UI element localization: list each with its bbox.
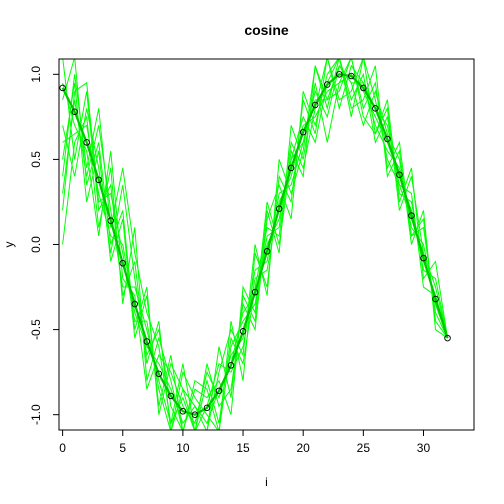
y-tick-label: -0.5: [29, 319, 43, 340]
data-point: [179, 408, 187, 415]
cosine-curve-line: [61, 73, 449, 416]
data-point: [263, 248, 271, 255]
y-axis-label: y: [2, 242, 16, 248]
noisy-series-line-1: [62, 59, 449, 430]
data-point: [83, 139, 90, 146]
x-tick-label: 25: [357, 441, 371, 455]
noisy-series-line-3: [62, 59, 449, 430]
x-axis: 0 5 10 15 20 25 30: [59, 430, 430, 455]
data-point: [143, 338, 151, 345]
y-tick-label: 0.0: [29, 236, 43, 253]
chart-title: cosine: [244, 22, 289, 38]
data-point: [119, 259, 126, 267]
data-point: [311, 101, 319, 109]
data-point: [131, 300, 139, 308]
noisy-series-line-7: [62, 59, 449, 430]
data-point: [444, 334, 451, 342]
data-points: [59, 71, 451, 418]
data-point: [275, 205, 283, 213]
x-axis-label: i: [265, 475, 268, 489]
y-tick-label: 0.5: [29, 151, 43, 168]
plot-area: [61, 59, 449, 430]
data-point: [107, 217, 114, 224]
data-point: [203, 404, 211, 412]
x-tick-label: 10: [176, 441, 190, 455]
y-tick-label: 1.0: [29, 66, 43, 83]
x-tick-label: 30: [417, 441, 431, 455]
noisy-series-line-5: [62, 59, 449, 430]
y-axis: -1.0 -0.5 0.0 0.5 1.0: [29, 66, 59, 425]
data-point: [420, 254, 427, 262]
data-point: [324, 81, 331, 88]
data-point: [227, 362, 235, 369]
data-point: [299, 128, 307, 136]
x-tick-label: 20: [297, 441, 311, 455]
data-point: [191, 411, 199, 418]
data-point: [372, 105, 379, 112]
data-point: [396, 171, 403, 178]
data-point: [348, 72, 355, 80]
data-point: [239, 328, 247, 335]
data-point: [287, 164, 295, 172]
data-point: [167, 392, 175, 400]
x-tick-label: 15: [236, 441, 250, 455]
data-point: [360, 84, 367, 92]
data-point: [71, 108, 78, 116]
data-point: [432, 295, 439, 303]
data-point: [336, 71, 343, 78]
data-point: [384, 135, 391, 143]
y-tick-label: -1.0: [29, 404, 43, 425]
data-point: [408, 212, 415, 219]
data-point: [215, 387, 223, 395]
x-tick-label: 0: [59, 441, 66, 455]
noisy-series-line-9: [62, 73, 449, 430]
data-point: [251, 288, 259, 296]
data-point: [95, 176, 102, 184]
data-point: [59, 84, 66, 92]
data-point: [155, 370, 163, 378]
x-tick-label: 5: [119, 441, 126, 455]
